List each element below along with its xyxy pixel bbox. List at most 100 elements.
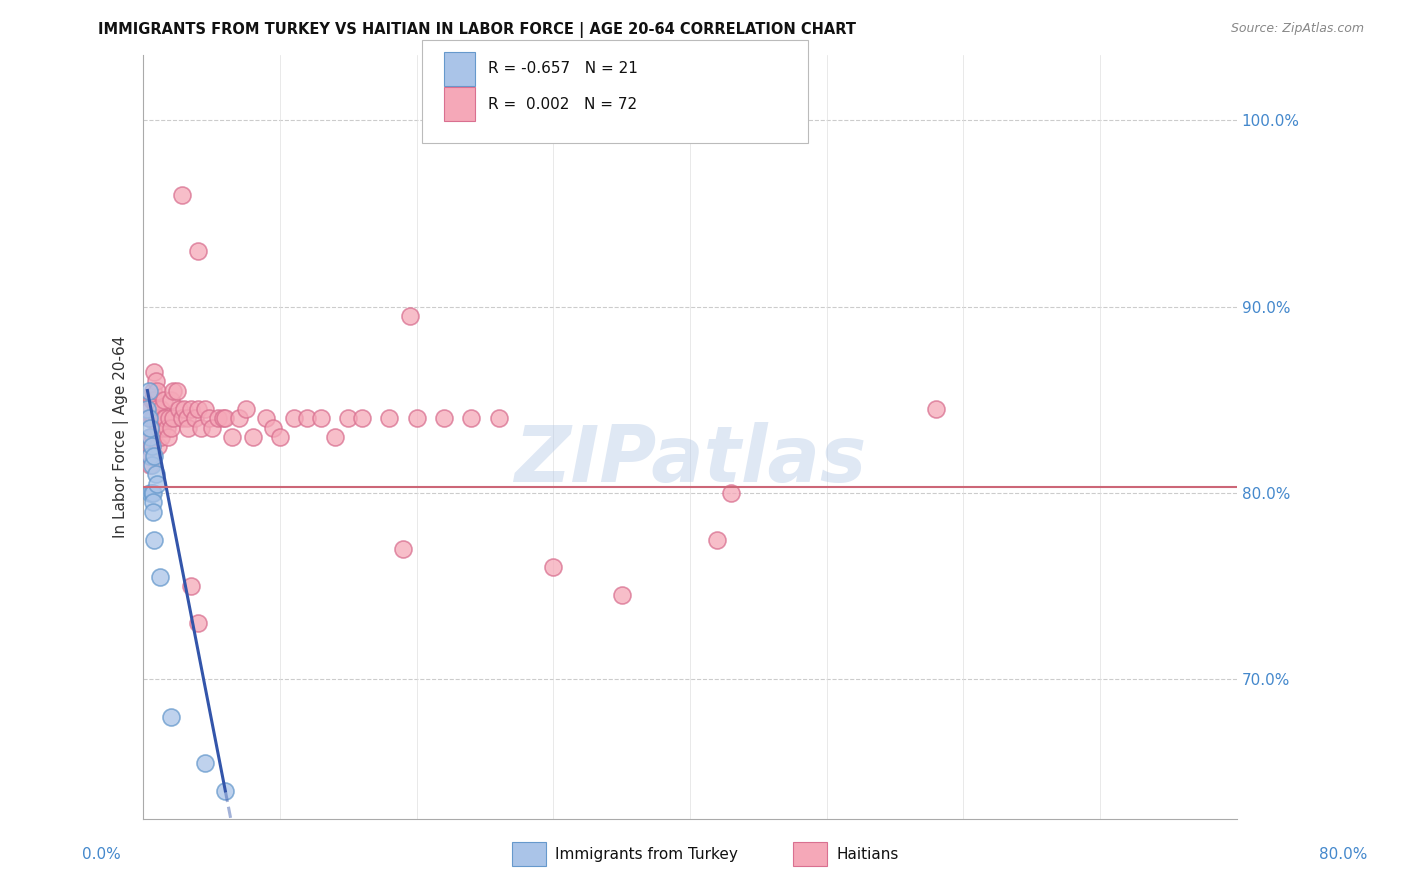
Point	[254, 411, 277, 425]
Point	[433, 411, 456, 425]
Point	[214, 411, 236, 425]
Point	[145, 402, 167, 417]
Point	[139, 458, 162, 472]
Point	[138, 449, 160, 463]
Point	[398, 309, 420, 323]
Point	[159, 421, 181, 435]
Point	[139, 430, 162, 444]
Point	[143, 392, 166, 407]
Point	[141, 486, 163, 500]
Point	[214, 784, 236, 798]
Point	[269, 430, 291, 444]
Point	[177, 421, 200, 435]
Point	[145, 374, 167, 388]
Point	[141, 392, 163, 407]
Point	[610, 589, 633, 603]
Point	[194, 402, 217, 417]
Point	[143, 411, 166, 425]
Point	[405, 411, 427, 425]
Point	[157, 411, 180, 425]
Point	[190, 421, 212, 435]
Point	[142, 411, 165, 425]
Point	[153, 411, 176, 425]
Point	[187, 616, 209, 631]
Point	[146, 384, 169, 398]
Point	[159, 392, 181, 407]
Point	[176, 411, 198, 425]
Point	[283, 411, 305, 425]
Point	[136, 402, 159, 417]
Point	[543, 560, 565, 574]
Point	[136, 439, 159, 453]
Text: IMMIGRANTS FROM TURKEY VS HAITIAN IN LABOR FORCE | AGE 20-64 CORRELATION CHART: IMMIGRANTS FROM TURKEY VS HAITIAN IN LAB…	[98, 22, 856, 38]
Text: R =  0.002   N = 72: R = 0.002 N = 72	[488, 97, 637, 112]
Point	[194, 756, 217, 771]
Point	[242, 430, 264, 444]
Point	[143, 533, 166, 547]
Point	[180, 579, 202, 593]
Y-axis label: In Labor Force | Age 20-64: In Labor Force | Age 20-64	[114, 336, 129, 538]
Point	[378, 411, 401, 425]
Point	[139, 486, 162, 500]
Point	[228, 411, 250, 425]
Point	[460, 411, 482, 425]
Point	[337, 411, 360, 425]
Point	[141, 458, 163, 472]
Point	[138, 411, 160, 425]
Point	[149, 570, 172, 584]
Point	[706, 533, 728, 547]
Point	[146, 411, 169, 425]
Point	[142, 495, 165, 509]
Point	[162, 411, 184, 425]
Text: ZIPatlas: ZIPatlas	[515, 422, 866, 498]
Point	[146, 476, 169, 491]
Point	[235, 402, 257, 417]
Point	[142, 505, 165, 519]
Point	[148, 439, 170, 453]
Text: R = -0.657   N = 21: R = -0.657 N = 21	[488, 62, 638, 76]
Text: 0.0%: 0.0%	[82, 847, 121, 862]
Point	[153, 392, 176, 407]
Point	[488, 411, 510, 425]
Point	[156, 430, 179, 444]
Point	[162, 384, 184, 398]
Point	[350, 411, 373, 425]
Point	[392, 541, 415, 556]
Point	[138, 411, 160, 425]
Point	[139, 430, 162, 444]
Text: Immigrants from Turkey: Immigrants from Turkey	[555, 847, 738, 862]
Point	[150, 402, 173, 417]
Point	[201, 421, 224, 435]
Point	[150, 430, 173, 444]
Point	[143, 365, 166, 379]
Point	[148, 421, 170, 435]
Point	[187, 402, 209, 417]
Point	[145, 467, 167, 482]
Point	[166, 384, 188, 398]
Point	[143, 449, 166, 463]
Point	[173, 402, 195, 417]
Point	[159, 709, 181, 723]
Point	[141, 439, 163, 453]
Text: 80.0%: 80.0%	[1319, 847, 1367, 862]
Point	[211, 411, 233, 425]
Point	[141, 439, 163, 453]
Point	[297, 411, 319, 425]
Point	[142, 384, 165, 398]
Point	[720, 486, 742, 500]
Point	[170, 411, 193, 425]
Point	[323, 430, 346, 444]
Point	[155, 421, 177, 435]
Point	[180, 402, 202, 417]
Point	[152, 421, 174, 435]
Point	[207, 411, 229, 425]
Point	[221, 430, 243, 444]
Point	[170, 187, 193, 202]
Point	[309, 411, 332, 425]
Text: Source: ZipAtlas.com: Source: ZipAtlas.com	[1230, 22, 1364, 36]
Point	[184, 411, 207, 425]
Text: Haitians: Haitians	[837, 847, 898, 862]
Point	[138, 384, 160, 398]
Point	[139, 402, 162, 417]
Point	[142, 430, 165, 444]
